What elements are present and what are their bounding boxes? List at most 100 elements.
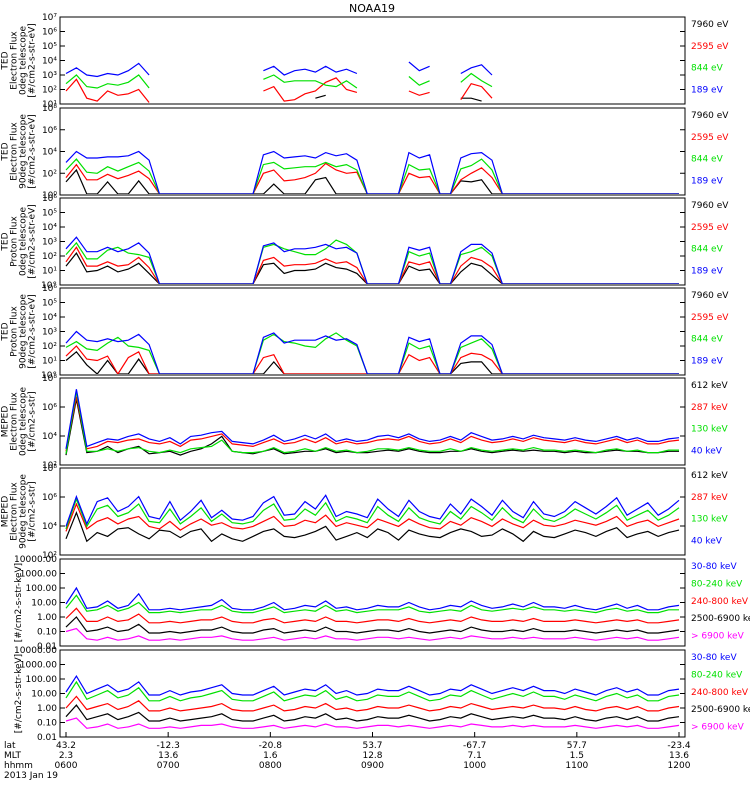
legend-entry: 7960 eV xyxy=(691,111,729,121)
y-axis-label-line: [#/cm2-s-str-keV] xyxy=(14,563,24,642)
legend-entry: 844 eV xyxy=(691,245,724,255)
y-tick-label: 10⁴ xyxy=(42,57,57,67)
y-tick-label: 10⁸ xyxy=(42,464,57,474)
legend-entry: 7960 eV xyxy=(691,201,729,211)
y-tick-label: 1000.00 xyxy=(20,661,57,671)
legend-entry: 80-240 keV xyxy=(691,670,743,680)
series-line-612-kev xyxy=(65,511,680,543)
legend-entry: 130 keV xyxy=(691,425,728,435)
y-axis-label-line: 0deg telescope xyxy=(19,387,29,457)
panel-8: 0.01 0.10 1.00 10.00 100.00 1000.00 10000.00[#… xyxy=(14,646,750,743)
y-tick-label: 10³ xyxy=(42,71,57,81)
series-line-612-kev xyxy=(65,398,679,456)
y-tick-label: 10² xyxy=(42,342,57,352)
y-tick-label: 1.00 xyxy=(37,704,57,714)
series-group xyxy=(65,330,679,374)
series-line-2595-ev xyxy=(65,77,493,103)
series-line-189-ev xyxy=(65,330,679,374)
y-axis-label-line: [#/cm2-s-str-keV] xyxy=(14,654,24,733)
panel-1: 10¹ 10² 10³ 10⁴ 10⁵ 10⁶ 10⁷ TEDElectron Flux0de… xyxy=(1,13,730,110)
series-line-7960-ev xyxy=(315,94,482,102)
series-group xyxy=(65,586,680,641)
time-row-value: 1100 xyxy=(565,761,588,771)
y-axis-label: TEDProton Flux0deg telescope[#/cm2-s-str… xyxy=(1,204,38,279)
y-axis-label-line: MEPED xyxy=(1,496,11,528)
y-tick-label: 1000.00 xyxy=(20,570,57,580)
series-line-189-ev xyxy=(65,150,679,194)
legend-entry: 7960 eV xyxy=(691,20,729,30)
y-axis-label: TEDElectron Flux0deg telescope[#/cm2-s-s… xyxy=(1,23,38,98)
y-axis-label-line: TED xyxy=(1,142,11,161)
y-axis-label-line: TED xyxy=(1,232,11,251)
y-tick-label: 100.00 xyxy=(26,584,58,594)
legend-entry: 240-800 keV xyxy=(691,597,749,607)
y-tick-label: 10³ xyxy=(42,328,57,338)
y-axis-label-line: 90deg telescope xyxy=(19,114,29,189)
y-tick-label: 10⁴ xyxy=(42,432,57,442)
time-row-value: 43.2 xyxy=(56,741,76,751)
y-tick-label: 10⁸ xyxy=(42,374,57,384)
y-axis-label-line: [#/cm2-s-str] xyxy=(28,481,38,541)
time-row-value: 2.3 xyxy=(59,751,73,761)
legend-entry: 189 eV xyxy=(691,356,724,366)
y-axis-label-line: [#/cm2-s-str-eV] xyxy=(28,23,38,98)
y-tick-label: 10⁸ xyxy=(42,104,57,114)
y-axis-label: MEPEDElectron Flux0deg telescope[#/cm2-s… xyxy=(1,387,38,457)
panel-2: 10⁰ 10² 10⁴ 10⁶ 10⁸ TEDElectron Flux90deg tel… xyxy=(1,104,730,201)
y-axis-label-line: Electron Flux xyxy=(10,482,20,541)
y-axis-label-line: Electron Flux xyxy=(10,31,20,90)
series-line-80-240-kev xyxy=(65,594,679,614)
y-axis-label: MEPEDElectron Flux90deg telescope[#/cm2-… xyxy=(1,474,38,549)
time-axis: lat 43.2 -12.3 -20.8 53.7 -67.7 57.7 -23.4 MLT 2.… xyxy=(4,732,691,781)
time-row-value: 1200 xyxy=(668,761,691,771)
panel-5: 10² 10⁴ 10⁶ 10⁸ MEPEDElectron Flux0deg teles… xyxy=(1,374,729,471)
legend-entry: 30-80 keV xyxy=(691,653,737,663)
y-axis-label-line: 90deg telescope xyxy=(19,474,29,549)
series-line-189-ev xyxy=(65,236,679,284)
y-tick-label: 10000.00 xyxy=(14,555,57,565)
legend-entry: > 6900 keV xyxy=(691,632,745,642)
panel-7: 0.01 0.10 1.00 10.00 100.00 1000.00 10000.00[#… xyxy=(14,555,750,652)
y-tick-label: 10⁶ xyxy=(42,493,57,503)
legend-entry: 2500-6900 keV xyxy=(691,614,750,624)
legend-entry: 844 eV xyxy=(691,335,724,345)
y-tick-label: 10¹ xyxy=(42,100,57,110)
y-tick-label: 10⁶ xyxy=(42,284,57,294)
y-tick-label: 10⁴ xyxy=(42,313,57,323)
panel-3: 10° 10¹ 10² 10³ 10⁴ 10⁵ 10⁶ TEDProton Flux0deg … xyxy=(1,194,730,291)
y-tick-label: 10000.00 xyxy=(14,646,57,656)
y-axis-label: TEDProton Flux90deg telescope[#/cm2-s-st… xyxy=(1,294,38,369)
time-row-value: 12.8 xyxy=(362,751,382,761)
series-group xyxy=(65,236,679,284)
y-tick-label: 10³ xyxy=(42,238,57,248)
time-row-value: 13.6 xyxy=(158,751,178,761)
series-line-240-800-kev xyxy=(65,695,680,712)
panel-4: 10° 10¹ 10² 10³ 10⁴ 10⁵ 10⁶ TEDProton Flux90deg… xyxy=(1,284,730,381)
time-row-value: 7.1 xyxy=(468,751,482,761)
series-line-189-ev xyxy=(65,61,493,78)
time-row-value: 13.6 xyxy=(669,751,689,761)
series-line-30-80-kev xyxy=(65,586,680,611)
time-row-value: 0900 xyxy=(361,761,384,771)
series-line-287-kev xyxy=(65,396,680,452)
series-line-40-kev xyxy=(65,494,680,527)
y-tick-label: 10⁴ xyxy=(42,223,57,233)
y-tick-label: 10° xyxy=(41,371,57,381)
y-tick-label: 10⁰ xyxy=(42,191,57,201)
legend-entry: 240-800 keV xyxy=(691,688,749,698)
legend-entry: 189 eV xyxy=(691,176,724,186)
y-tick-label: 10⁵ xyxy=(42,42,57,52)
series-group xyxy=(65,61,493,103)
series-group xyxy=(65,389,680,456)
panel-6: 10² 10⁴ 10⁶ 10⁸ MEPEDElectron Flux90deg tele… xyxy=(1,464,729,561)
y-tick-label: 0.10 xyxy=(37,719,57,729)
y-tick-label: 10⁴ xyxy=(42,522,57,532)
y-axis-label-line: Electron Flux xyxy=(10,392,20,451)
y-tick-label: 10.00 xyxy=(31,599,57,609)
legend-entry: 2500-6900 keV xyxy=(691,705,750,715)
time-row-value: 1.6 xyxy=(263,751,278,761)
series-line--6900-kev xyxy=(65,717,680,729)
y-axis-label-line: TED xyxy=(1,51,11,70)
